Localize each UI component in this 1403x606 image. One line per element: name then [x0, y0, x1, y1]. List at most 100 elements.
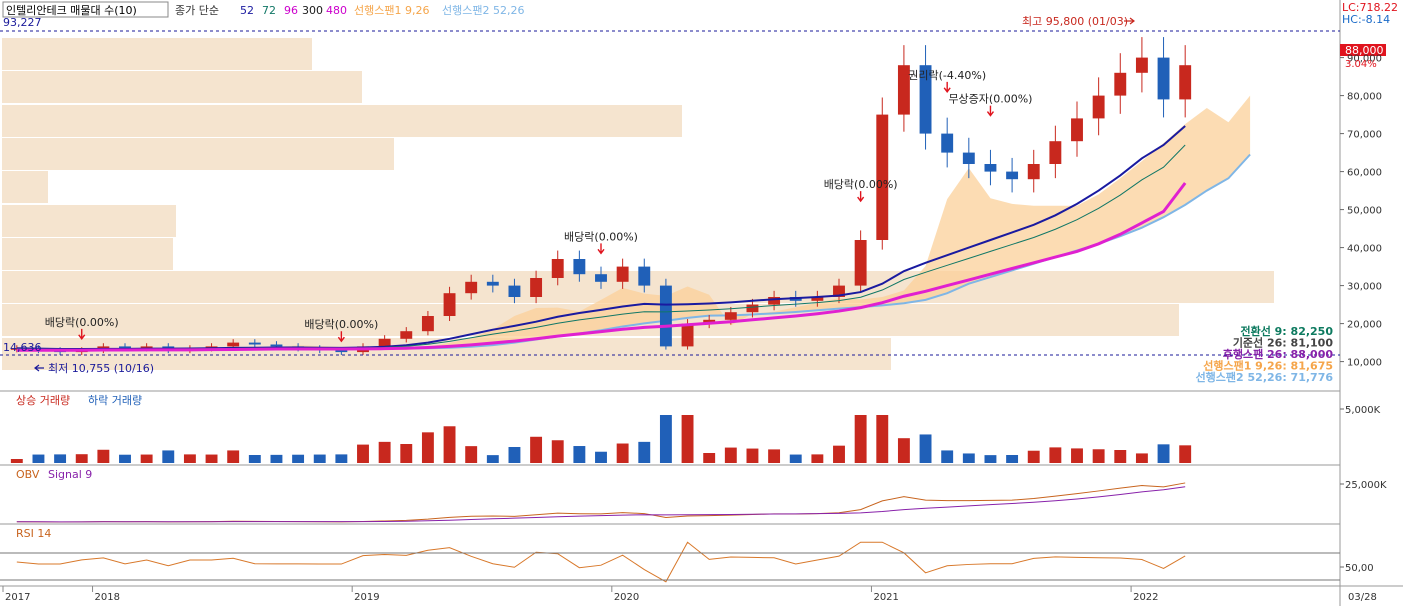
volume-bar	[681, 415, 694, 463]
volume-bar	[421, 432, 434, 463]
ichimoku-legend-item: 전환선 9: 82,250	[1240, 324, 1333, 338]
span2-label[interactable]: 선행스팬2 52,26	[442, 4, 524, 17]
volume-bar	[724, 447, 737, 463]
obv-lines-group	[16, 482, 1186, 523]
ma-480-label[interactable]: 480	[326, 4, 347, 17]
time-axis-label: 2021	[873, 592, 898, 603]
candle-body	[616, 266, 629, 282]
volume-profile-bar	[2, 238, 173, 270]
time-axis-right-label: 03/28	[1348, 592, 1377, 603]
volume-bar	[789, 454, 802, 463]
event-annotation-label: 배당락(0.00%)	[564, 230, 638, 243]
event-arrow-icon	[986, 105, 995, 117]
obv-signal-label[interactable]: Signal 9	[48, 468, 92, 481]
hc-label: HC:-8.14	[1342, 13, 1390, 26]
candle-body	[1049, 141, 1062, 164]
volume-bar	[876, 415, 889, 463]
event-annotation-label: 배당락(0.00%)	[824, 178, 898, 191]
candle-body	[1092, 95, 1105, 119]
candle-body	[465, 281, 478, 294]
candle-body	[248, 342, 261, 345]
stock-name-label[interactable]: 인텔리안테크 매물대 수(10)	[6, 4, 137, 17]
volume-bar	[140, 454, 153, 463]
candle-body	[854, 240, 867, 286]
volume-bar	[205, 454, 218, 463]
volume-bar	[227, 450, 240, 463]
candle-body	[1157, 57, 1170, 100]
candle-body	[833, 285, 845, 297]
volume-tick: 5,000K	[1345, 405, 1381, 416]
volume-bar	[1006, 455, 1019, 463]
ma-prefix-label[interactable]: 종가 단순	[175, 4, 219, 17]
price-tick-label: 10,000	[1347, 358, 1382, 369]
volume-profile-bar	[2, 338, 891, 370]
volume-down-label[interactable]: 하락 거래량	[88, 393, 142, 407]
volume-bar	[897, 438, 910, 463]
ichimoku-legend-item: 기준선 26: 81,100	[1233, 336, 1334, 350]
ma-52-label[interactable]: 52	[240, 4, 254, 17]
span1-label[interactable]: 선행스팬1 9,26	[354, 4, 429, 17]
candle-body	[768, 297, 781, 305]
candle-body	[811, 297, 824, 301]
indicator-settings-button[interactable]	[2, 1, 169, 18]
event-annotation-label: 배당락(0.00%)	[304, 318, 378, 331]
obv-label[interactable]: OBV	[16, 468, 40, 481]
time-axis-label: 2019	[354, 592, 379, 603]
ichimoku-legend-item: 선행스팬2 52,26: 71,776	[1196, 370, 1334, 384]
volume-bar	[10, 459, 23, 463]
volume-bar	[54, 454, 67, 463]
volume-bar	[1027, 450, 1040, 463]
candle-body	[551, 259, 564, 278]
candle-body	[876, 114, 889, 240]
candle-body	[140, 346, 153, 349]
candle-body	[1027, 164, 1040, 180]
volume-bar	[854, 415, 867, 463]
volume-bar	[465, 446, 478, 463]
rsi-label[interactable]: RSI 14	[16, 527, 51, 540]
volume-bar	[551, 440, 564, 463]
volume-bar	[162, 450, 175, 463]
volume-bar	[1071, 448, 1083, 463]
volume-bar	[443, 426, 456, 463]
rsi-line	[16, 541, 1186, 583]
volume-bar	[508, 447, 521, 463]
ma-96-label[interactable]: 96	[284, 4, 298, 17]
volume-bar	[270, 454, 283, 463]
candle-body	[1006, 171, 1019, 180]
candle-body	[1179, 65, 1192, 100]
low-arrow-icon	[34, 364, 44, 372]
volume-bar	[638, 441, 651, 463]
time-axis-label: 2017	[5, 592, 30, 603]
candle-body	[919, 65, 932, 134]
volume-bar	[75, 454, 88, 463]
volume-bar	[573, 446, 586, 463]
volume-profile-bar	[2, 38, 312, 70]
volume-bar	[616, 443, 629, 463]
obv-tick: 25,000K	[1345, 480, 1387, 491]
candle-body	[1135, 57, 1148, 73]
price-tick-label: 50,000	[1347, 206, 1382, 217]
volume-bar	[357, 444, 369, 463]
ichimoku-cloud-fill	[81, 95, 1251, 351]
volume-bar	[378, 441, 391, 463]
candle-body	[984, 164, 997, 172]
volume-profile-bar	[2, 71, 362, 103]
event-arrow-icon	[857, 191, 865, 203]
time-axis-label: 2018	[95, 592, 120, 603]
volume-bar	[486, 455, 499, 463]
event-annotation-label: 무상증자(0.00%)	[948, 93, 1032, 106]
candle-body	[703, 319, 716, 324]
candle-body	[1114, 72, 1127, 96]
ma-72-label[interactable]: 72	[262, 4, 276, 17]
candle-body	[941, 133, 954, 153]
candle-body	[595, 274, 607, 282]
low-price-label: 최저 10,755 (10/16)	[48, 362, 154, 375]
volume-bar	[248, 455, 261, 463]
event-annotation-label: 권리락(-4.40%)	[908, 69, 986, 82]
volume-up-label[interactable]: 상승 거래량	[16, 394, 70, 407]
ma-300-label[interactable]: 300	[302, 4, 323, 17]
rsi-tick: 50,00	[1345, 563, 1374, 574]
candle-body	[724, 312, 737, 320]
moving-averages-group	[16, 125, 1187, 352]
